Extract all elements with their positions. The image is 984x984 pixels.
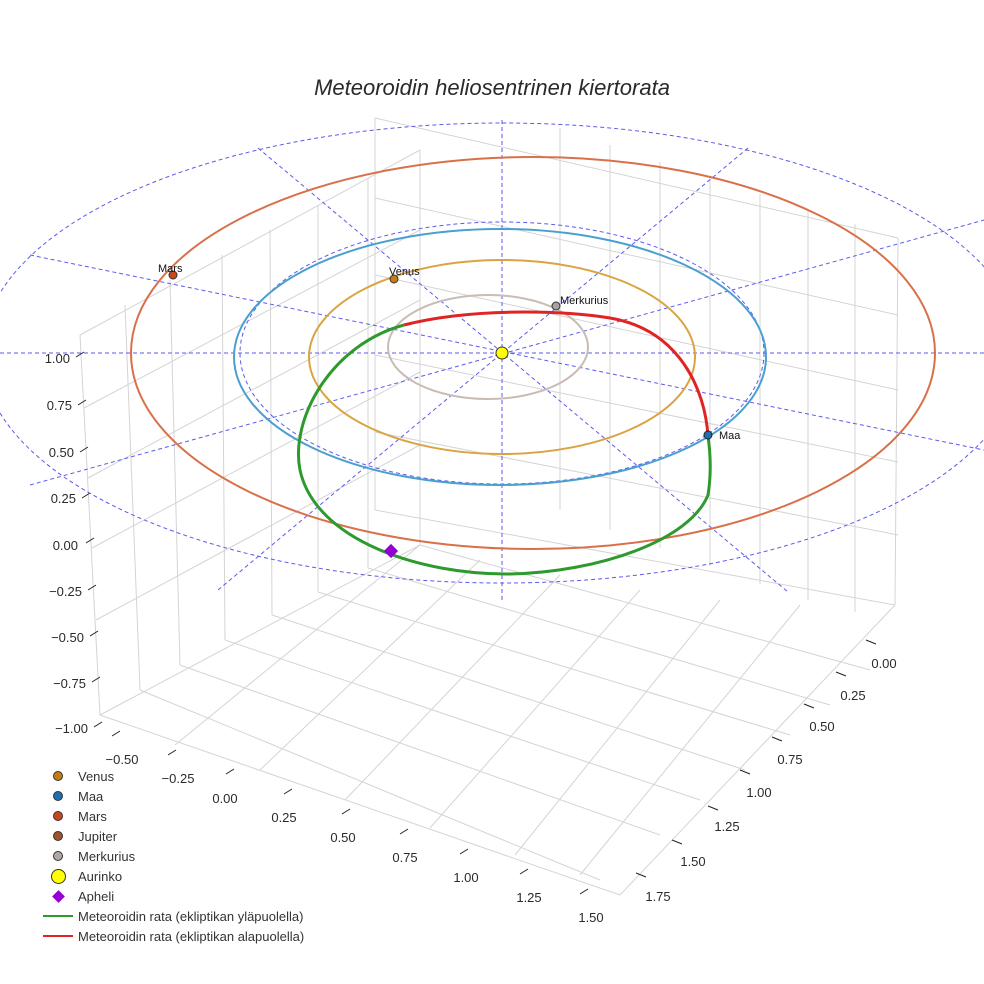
x-axis-labels: −0.50 −0.25 0.00 0.25 0.50 0.75 1.00 1.2… xyxy=(106,752,604,925)
svg-text:0.75: 0.75 xyxy=(47,398,72,413)
mercury-dot-icon xyxy=(53,851,63,861)
legend-item-aurinko[interactable]: Aurinko xyxy=(38,866,304,886)
axis-ticks xyxy=(75,351,877,895)
svg-text:−0.25: −0.25 xyxy=(162,771,195,786)
svg-text:0.00: 0.00 xyxy=(212,791,237,806)
chart-title: Meteoroidin heliosentrinen kiertorata xyxy=(314,75,670,100)
meteoroid-orbit[interactable] xyxy=(297,310,712,576)
mercury-marker xyxy=(551,301,561,311)
svg-text:1.25: 1.25 xyxy=(516,890,541,905)
svg-text:0.25: 0.25 xyxy=(840,688,865,703)
svg-text:1.50: 1.50 xyxy=(578,910,603,925)
legend-item-mars[interactable]: Mars xyxy=(38,806,304,826)
svg-text:−0.75: −0.75 xyxy=(53,676,86,691)
legend-label: Maa xyxy=(78,788,104,804)
svg-text:0.75: 0.75 xyxy=(777,752,802,767)
earth-marker xyxy=(703,430,713,440)
legend-item-venus[interactable]: Venus xyxy=(38,766,304,786)
legend-label: Aurinko xyxy=(78,868,123,884)
svg-text:1.25: 1.25 xyxy=(714,819,739,834)
svg-text:0.50: 0.50 xyxy=(49,445,74,460)
legend-label: Jupiter xyxy=(78,828,118,844)
svg-text:0.00: 0.00 xyxy=(53,538,78,553)
svg-text:0.25: 0.25 xyxy=(51,491,76,506)
svg-text:0.25: 0.25 xyxy=(271,810,296,825)
aphelion-marker xyxy=(383,543,399,559)
meteoroid-orbit-below xyxy=(403,310,710,437)
svg-text:Merkurius: Merkurius xyxy=(560,295,609,307)
diamond-icon xyxy=(51,889,65,903)
mars-orbit xyxy=(130,156,936,550)
svg-text:0.50: 0.50 xyxy=(330,830,355,845)
legend-label: Merkurius xyxy=(78,848,136,864)
legend-item-orbit-above[interactable]: Meteoroidin rata (ekliptikan yläpuolella… xyxy=(38,906,304,926)
mars-dot-icon xyxy=(53,811,63,821)
svg-text:1.50: 1.50 xyxy=(680,854,705,869)
svg-text:1.00: 1.00 xyxy=(746,785,771,800)
legend-item-maa[interactable]: Maa xyxy=(38,786,304,806)
venus-orbit xyxy=(308,259,696,455)
earth-dot-icon xyxy=(53,791,63,801)
svg-text:1.75: 1.75 xyxy=(645,889,670,904)
legend-label: Apheli xyxy=(78,888,115,904)
mercury-orbit xyxy=(387,294,589,400)
svg-text:0.75: 0.75 xyxy=(392,850,417,865)
legend-label: Mars xyxy=(78,808,107,824)
legend-label: Venus xyxy=(78,768,115,784)
mars-marker xyxy=(168,270,178,280)
svg-text:1.00: 1.00 xyxy=(453,870,478,885)
green-line-icon xyxy=(43,915,73,917)
sun-marker xyxy=(495,346,509,360)
planet-markers[interactable]: Mars Venus Merkurius Maa xyxy=(158,263,741,559)
z-axis-labels: 1.00 0.75 0.50 0.25 0.00 −0.25 −0.50 −0.… xyxy=(45,351,88,736)
svg-text:Maa: Maa xyxy=(719,430,741,442)
svg-text:−0.25: −0.25 xyxy=(49,584,82,599)
sun-dot-icon xyxy=(50,868,66,884)
legend-label: Meteoroidin rata (ekliptikan alapuolella… xyxy=(78,928,305,944)
jupiter-dot-icon xyxy=(53,831,63,841)
svg-text:Mars: Mars xyxy=(158,263,183,275)
svg-text:0.00: 0.00 xyxy=(871,656,896,671)
earth-orbit xyxy=(233,228,767,486)
legend: Venus Maa Mars Jupiter Merkurius Aurinko… xyxy=(38,766,304,946)
legend-item-orbit-below[interactable]: Meteoroidin rata (ekliptikan alapuolella… xyxy=(38,926,304,946)
meteoroid-orbit-above xyxy=(297,323,712,576)
svg-text:1.00: 1.00 xyxy=(45,351,70,366)
red-line-icon xyxy=(43,935,73,937)
legend-item-apheli[interactable]: Apheli xyxy=(38,886,304,906)
planet-orbits xyxy=(130,156,936,550)
svg-text:Venus: Venus xyxy=(389,266,420,278)
svg-text:0.50: 0.50 xyxy=(809,719,834,734)
y-axis-labels: 0.00 0.25 0.50 0.75 1.00 1.25 1.50 1.75 xyxy=(645,656,896,904)
legend-item-merkurius[interactable]: Merkurius xyxy=(38,846,304,866)
axis-box-grid xyxy=(79,117,899,896)
svg-text:−1.00: −1.00 xyxy=(55,721,88,736)
legend-label: Meteoroidin rata (ekliptikan yläpuolella… xyxy=(78,908,304,924)
svg-text:−0.50: −0.50 xyxy=(51,630,84,645)
venus-dot-icon xyxy=(53,771,63,781)
svg-text:−0.50: −0.50 xyxy=(106,752,139,767)
venus-marker xyxy=(389,274,399,284)
legend-item-jupiter[interactable]: Jupiter xyxy=(38,826,304,846)
ecliptic-reference-grid xyxy=(0,120,984,600)
